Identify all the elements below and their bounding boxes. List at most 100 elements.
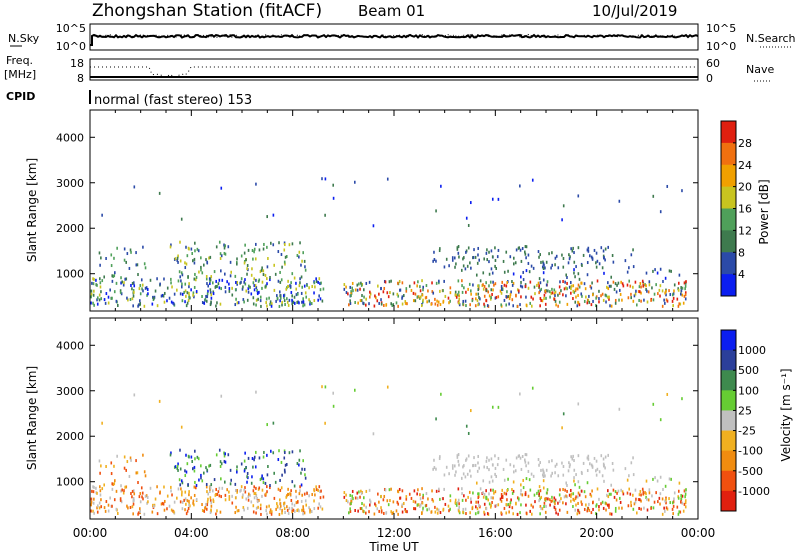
echo-cell	[618, 506, 620, 510]
echo-cell	[252, 504, 255, 508]
echo-cell	[676, 505, 679, 509]
echo-cell	[572, 454, 574, 458]
echo-cell	[565, 286, 567, 290]
echo-cell	[525, 245, 528, 249]
echo-cell	[93, 303, 95, 307]
echo-cell	[266, 473, 269, 477]
echo-cell	[184, 282, 187, 286]
echo-cell	[194, 241, 196, 245]
echo-cell	[558, 291, 561, 295]
echo-cell	[525, 503, 527, 507]
echo-cell	[360, 489, 362, 493]
echo-cell	[486, 512, 489, 516]
echo-cell	[250, 292, 253, 296]
echo-cell	[624, 467, 627, 471]
echo-cell	[92, 490, 95, 494]
echo-cell	[615, 498, 618, 502]
echo-cell	[159, 282, 161, 286]
echo-cell	[156, 485, 158, 489]
echo-cell	[357, 301, 359, 305]
echo-cell	[212, 500, 215, 504]
echo-cell	[104, 301, 107, 305]
echo-cell	[395, 509, 398, 513]
echo-cell	[540, 506, 542, 510]
echo-cell	[144, 286, 147, 290]
echo-cell	[659, 267, 662, 271]
echo-cell	[640, 493, 642, 497]
echo-cell	[456, 454, 459, 458]
echo-cell	[237, 301, 240, 305]
echo-cell	[92, 282, 95, 286]
echo-cell	[595, 304, 597, 308]
echo-cell	[276, 296, 279, 300]
echo-cell	[215, 245, 218, 249]
echo-cell	[605, 294, 608, 298]
echo-cell	[275, 299, 277, 303]
echo-cell	[669, 293, 672, 297]
echo-cell	[280, 486, 283, 490]
echo-cell	[228, 289, 231, 293]
echo-cell	[577, 402, 580, 406]
echo-cell	[505, 295, 508, 299]
echo-cell	[499, 289, 502, 293]
echo-cell	[90, 301, 92, 305]
echo-cell	[672, 304, 674, 308]
echo-cell	[449, 286, 452, 290]
echo-cell	[296, 254, 299, 258]
echo-cell	[412, 507, 415, 511]
echo-cell	[491, 500, 493, 504]
echo-cell	[456, 501, 459, 505]
echo-cell	[503, 478, 506, 482]
echo-cell	[259, 299, 262, 303]
echo-cell	[612, 260, 615, 264]
echo-cell	[139, 510, 142, 514]
echo-cell	[204, 297, 207, 301]
echo-cell	[130, 284, 132, 288]
echo-cell	[193, 295, 195, 299]
echo-cell	[554, 256, 557, 260]
echo-cell	[283, 468, 286, 472]
echo-cell	[501, 280, 504, 284]
echo-cell	[205, 274, 208, 278]
echo-cell	[256, 288, 258, 292]
echo-cell	[317, 506, 319, 510]
echo-cell	[506, 290, 508, 294]
echo-cell	[500, 287, 503, 291]
echo-cell	[279, 478, 281, 482]
echo-cell	[416, 503, 419, 507]
echo-cell	[132, 512, 134, 516]
echo-cell	[186, 462, 189, 466]
echo-cell	[279, 294, 281, 298]
echo-cell	[356, 283, 359, 287]
echo-cell	[265, 301, 267, 305]
echo-cell	[506, 281, 508, 285]
echo-cell	[112, 274, 115, 278]
echo-cell	[568, 253, 570, 257]
echo-cell	[428, 507, 430, 511]
echo-cell	[242, 285, 244, 289]
power-y-axis-label: Slant Range [km]	[25, 158, 39, 262]
echo-cell	[392, 500, 395, 504]
echo-cell	[384, 280, 387, 284]
echo-cell	[170, 281, 172, 285]
echo-cell	[435, 417, 437, 421]
echo-cell	[422, 298, 424, 302]
echo-cell	[458, 294, 460, 298]
echo-cell	[508, 302, 510, 306]
echo-cell	[209, 490, 211, 494]
echo-cell	[380, 506, 382, 510]
echo-cell	[101, 421, 103, 425]
echo-cell	[220, 394, 223, 398]
echo-cell	[254, 257, 257, 261]
echo-cell	[647, 498, 650, 502]
echo-cell	[422, 508, 424, 512]
echo-cell	[453, 464, 456, 468]
echo-cell	[425, 492, 428, 496]
echo-cell	[477, 288, 480, 292]
echo-cell	[477, 253, 479, 257]
echo-cell	[219, 302, 222, 306]
echo-cell	[401, 510, 404, 514]
echo-cell	[548, 252, 550, 256]
echo-cell	[419, 289, 422, 293]
echo-cell	[618, 407, 621, 411]
